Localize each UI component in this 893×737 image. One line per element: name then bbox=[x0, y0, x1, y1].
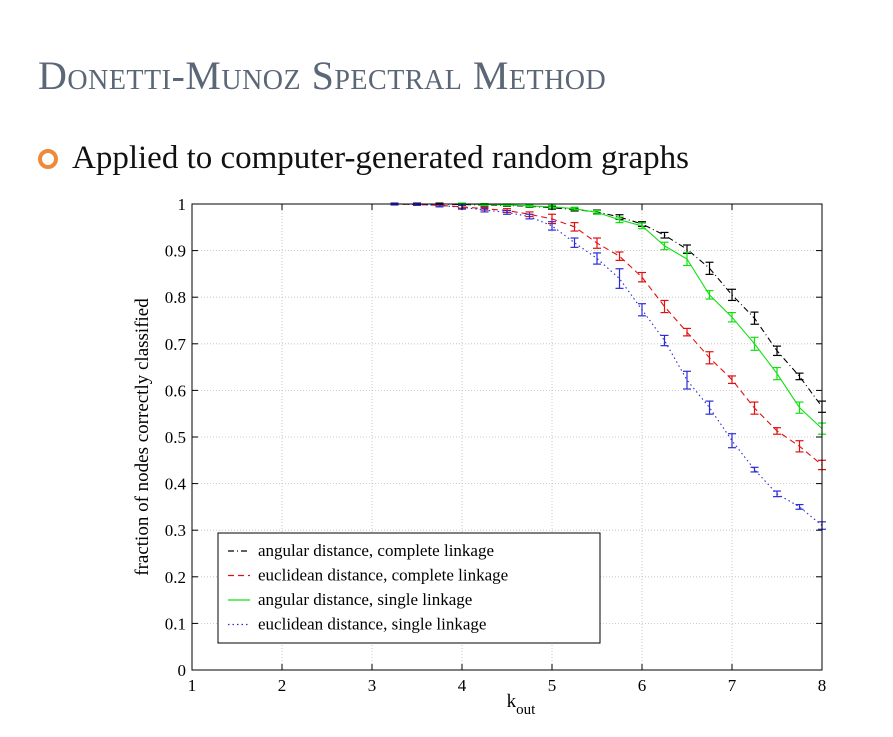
y-tick-label: 0.5 bbox=[165, 428, 186, 447]
error-bar bbox=[795, 401, 804, 414]
x-tick-label: 7 bbox=[728, 676, 737, 695]
error-bar bbox=[795, 372, 804, 381]
error-bar bbox=[660, 241, 669, 251]
error-bar bbox=[548, 221, 556, 231]
error-bar bbox=[728, 433, 736, 449]
series-line-3 bbox=[192, 203, 823, 430]
error-bar bbox=[525, 213, 534, 220]
error-bar bbox=[728, 311, 736, 323]
error-bar bbox=[570, 206, 579, 211]
y-tick-label: 1 bbox=[178, 195, 187, 214]
error-bar bbox=[750, 336, 759, 351]
chart-ticks: 1 2 3 4 5 6 7 8 0 0.1 0.2 0.3 0.4 0.5 0.6 0.7 0.8 0.9 1 bbox=[165, 195, 827, 695]
error-bar bbox=[795, 503, 804, 510]
x-axis-label-main: k bbox=[507, 691, 517, 712]
error-bar bbox=[593, 252, 601, 265]
error-bar bbox=[773, 490, 781, 498]
y-tick-label: 0.6 bbox=[165, 381, 186, 400]
y-tick-label: 0.2 bbox=[165, 568, 186, 587]
error-bar bbox=[503, 209, 511, 215]
error-bar bbox=[728, 375, 736, 385]
x-tick-label: 6 bbox=[638, 676, 647, 695]
bullet-point: Applied to computer-generated random gra… bbox=[38, 140, 689, 177]
error-bar bbox=[795, 440, 804, 453]
error-bar bbox=[660, 334, 669, 347]
x-tick-label: 5 bbox=[548, 676, 557, 695]
error-bar bbox=[773, 427, 781, 435]
error-bar bbox=[638, 271, 646, 283]
error-bar bbox=[683, 251, 691, 267]
y-tick-label: 0.7 bbox=[165, 335, 187, 354]
y-axis-label: fraction of nodes correctly classified bbox=[132, 298, 153, 576]
error-bar bbox=[638, 222, 646, 230]
error-bar bbox=[683, 370, 691, 390]
error-bar bbox=[660, 231, 669, 239]
error-bar bbox=[638, 303, 646, 317]
series-line-1 bbox=[192, 203, 823, 408]
x-tick-label: 4 bbox=[458, 676, 467, 695]
error-bar bbox=[570, 237, 579, 248]
error-bar bbox=[750, 466, 759, 473]
error-bar bbox=[728, 288, 736, 302]
error-bar bbox=[615, 216, 624, 224]
y-tick-label: 0 bbox=[178, 661, 187, 680]
error-bar bbox=[615, 251, 624, 261]
legend-label: angular distance, single linkage bbox=[258, 590, 472, 609]
y-tick-label: 0.1 bbox=[165, 614, 186, 633]
x-axis-label: kout bbox=[507, 691, 537, 718]
legend-box bbox=[217, 532, 601, 644]
error-bar bbox=[750, 401, 759, 415]
bullet-circle-icon bbox=[38, 148, 58, 169]
legend-label: euclidean distance, complete linkage bbox=[258, 566, 508, 585]
error-bar bbox=[480, 207, 489, 213]
error-bar bbox=[660, 299, 669, 314]
y-tick-label: 0.4 bbox=[165, 475, 187, 494]
error-bar bbox=[705, 400, 714, 415]
y-tick-label: 0.3 bbox=[165, 521, 186, 540]
error-bar bbox=[750, 311, 759, 325]
error-bar bbox=[705, 351, 714, 365]
x-axis-label-subscript: out bbox=[516, 702, 536, 718]
error-bar bbox=[525, 204, 534, 208]
legend-label: euclidean distance, single linkage bbox=[258, 615, 486, 634]
x-tick-label: 8 bbox=[818, 676, 827, 695]
error-bar bbox=[705, 290, 714, 300]
legend-label: angular distance, complete linkage bbox=[258, 541, 494, 560]
error-bar bbox=[773, 345, 781, 357]
error-bar bbox=[570, 222, 579, 232]
error-bar bbox=[705, 261, 714, 275]
bullet-text: Applied to computer-generated random gra… bbox=[72, 140, 689, 176]
chart-series bbox=[192, 202, 826, 530]
x-tick-label: 2 bbox=[278, 676, 287, 695]
slide-title: Donetti-Munoz Spectral Method bbox=[38, 53, 607, 98]
error-bar bbox=[593, 209, 601, 215]
error-bar bbox=[683, 327, 691, 337]
x-tick-label: 3 bbox=[368, 676, 377, 695]
series-line-2 bbox=[192, 203, 823, 466]
error-bar bbox=[593, 237, 601, 249]
y-tick-label: 0.9 bbox=[165, 242, 186, 261]
x-tick-label: 1 bbox=[188, 676, 197, 695]
error-bar bbox=[773, 366, 781, 381]
error-bar bbox=[615, 268, 624, 289]
y-tick-label: 0.8 bbox=[165, 288, 186, 307]
chart-legend: angular distance, complete linkage euclid… bbox=[217, 532, 601, 644]
series-line-4 bbox=[192, 203, 823, 526]
